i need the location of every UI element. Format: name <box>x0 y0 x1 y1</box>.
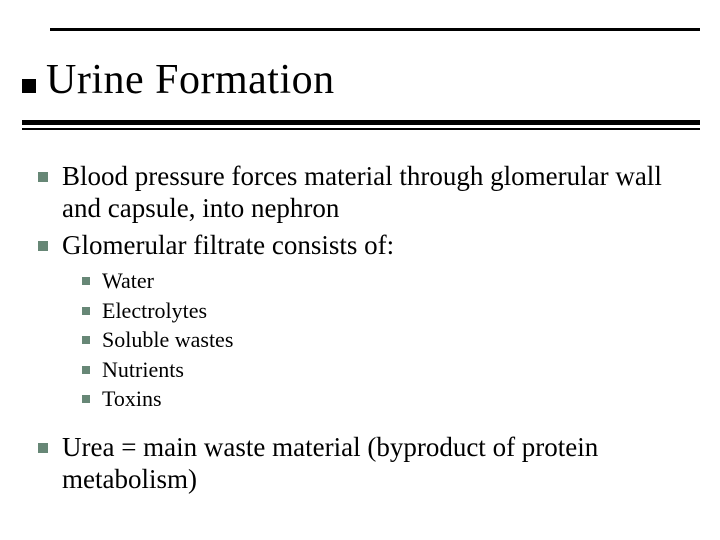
square-bullet-icon <box>82 395 90 403</box>
square-bullet-icon <box>38 443 48 453</box>
bullet-text: Urea = main waste material (byproduct of… <box>62 431 690 496</box>
title-underline-thin <box>22 128 700 130</box>
bullet-text: Blood pressure forces material through g… <box>62 160 690 225</box>
list-item: Water <box>82 267 690 295</box>
bullet-text: Water <box>102 267 154 295</box>
top-rule <box>50 28 700 31</box>
list-item: Blood pressure forces material through g… <box>38 160 690 225</box>
bullet-text: Toxins <box>102 385 162 413</box>
list-item: Urea = main waste material (byproduct of… <box>38 431 690 496</box>
list-item: Glomerular filtrate consists of: <box>38 229 690 261</box>
content-area: Blood pressure forces material through g… <box>38 160 690 499</box>
bullet-text: Glomerular filtrate consists of: <box>62 229 394 261</box>
square-bullet-icon <box>38 172 48 182</box>
square-bullet-icon <box>82 307 90 315</box>
bullet-text: Soluble wastes <box>102 326 233 354</box>
list-item: Electrolytes <box>82 297 690 325</box>
sub-list: Water Electrolytes Soluble wastes Nutrie… <box>82 267 690 413</box>
page-title: Urine Formation <box>46 56 335 104</box>
bullet-text: Nutrients <box>102 356 184 384</box>
list-item: Nutrients <box>82 356 690 384</box>
bullet-text: Electrolytes <box>102 297 207 325</box>
list-item: Toxins <box>82 385 690 413</box>
square-bullet-icon <box>82 277 90 285</box>
title-bullet-icon <box>22 79 36 93</box>
square-bullet-icon <box>82 336 90 344</box>
title-underline-thick <box>22 120 700 125</box>
square-bullet-icon <box>38 241 48 251</box>
title-row: Urine Formation <box>22 56 335 104</box>
square-bullet-icon <box>82 366 90 374</box>
list-item: Soluble wastes <box>82 326 690 354</box>
